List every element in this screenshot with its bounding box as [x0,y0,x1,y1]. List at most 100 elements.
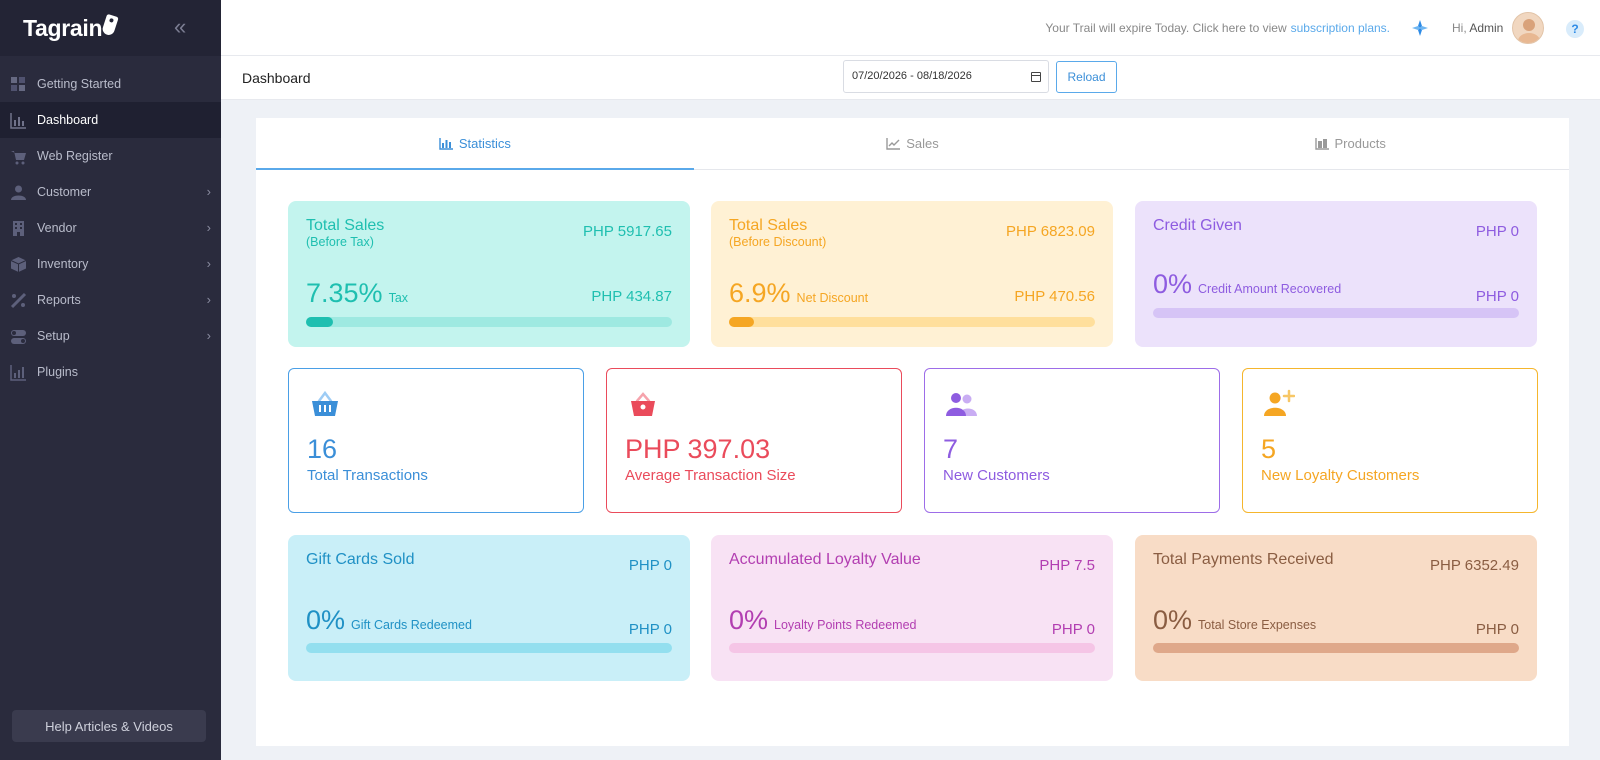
card-title: Total Payments Received [1153,551,1334,568]
sidebar-nav: Getting Started Dashboard Web Register C… [0,56,221,390]
sidebar-item-plugins[interactable]: Plugins [0,354,221,390]
greeting-text: Hi, [1452,21,1467,35]
sidebar-item-label: Inventory [37,257,89,271]
card-secondary-value: PHP 0 [1475,288,1519,305]
sidebar-item-dashboard[interactable]: Dashboard [0,102,221,138]
gift-cards-sold-card: Gift Cards Sold PHP 0 0% Gift Cards Redee… [288,535,690,681]
sidebar-item-setup[interactable]: Setup › [0,318,221,354]
percent-label: Loyalty Points Redeemed [774,618,917,632]
sidebar-item-customer[interactable]: Customer › [0,174,221,210]
tab-label: Statistics [458,136,511,151]
sidebar-item-label: Customer [37,185,92,199]
card-title: Accumulated Loyalty Value [729,551,921,568]
app-logo-text: Tagrain [23,14,103,41]
sidebar-item-getting-started[interactable]: Getting Started [0,66,221,102]
progress-bar [306,317,672,327]
top-bar: Your Trail will expire Today. Click here… [221,0,1600,56]
new-loyalty-customers-card: 5 New Loyalty Customers [1242,368,1538,513]
kpi-label: New Loyalty Customers [1261,467,1420,484]
cart-icon [10,148,27,165]
sidebar-item-inventory[interactable]: Inventory › [0,246,221,282]
percent-label: Credit Amount Recovered [1198,282,1342,296]
card-title: Total Sales [729,217,808,234]
tab-statistics[interactable]: Statistics [256,118,694,170]
tab-sales[interactable]: Sales [694,118,1132,169]
collapse-sidebar-icon[interactable]: « [174,14,187,39]
sidebar-item-vendor[interactable]: Vendor › [0,210,221,246]
help-question-icon[interactable]: ? [1566,20,1584,38]
tab-label: Products [1334,136,1386,151]
card-percent: 7.35% Tax [306,278,408,309]
bar-chart-icon [439,137,453,150]
card-title: Total Sales [306,217,385,234]
tab-label: Sales [906,136,939,151]
card-value: PHP 7.5 [1039,557,1095,574]
card-secondary-value: PHP 0 [628,621,672,638]
progress-bar [729,317,1095,327]
card-title: Gift Cards Sold [306,551,415,568]
ruler-pencil-icon [10,292,27,309]
card-value: PHP 5917.65 [583,223,672,240]
line-chart-icon [886,137,901,150]
card-subtitle: (Before Tax) [306,235,374,249]
total-sales-before-discount-card: Total Sales (Before Discount) PHP 6823.0… [711,201,1113,347]
kpi-label: Average Transaction Size [625,467,796,484]
percent-label: Net Discount [796,291,869,305]
sidebar-item-web-register[interactable]: Web Register [0,138,221,174]
chevron-right-icon: › [206,256,211,271]
kpi-label: Total Transactions [307,467,428,484]
percent-label: Total Store Expenses [1198,618,1317,632]
card-value: PHP 6352.49 [1430,557,1519,574]
card-subtitle: (Before Discount) [729,235,827,249]
user-plus-icon [1263,389,1296,421]
percent-value: 0% [306,605,346,635]
progress-bar [306,643,672,653]
date-range-value: 07/20/2026 - 08/18/2026 [852,70,972,82]
page-header: Dashboard 07/20/2026 - 08/18/2026 Reload [221,56,1600,100]
credit-given-card: Credit Given PHP 0 0% Credit Amount Recov… [1135,201,1537,347]
accumulated-loyalty-value-card: Accumulated Loyalty Value PHP 7.5 0% Loya… [711,535,1113,681]
trial-notice: Your Trail will expire Today. Click here… [1045,21,1390,35]
sidebar-item-label: Web Register [37,149,113,163]
card-secondary-value: PHP 434.87 [591,288,672,305]
logo-bar: Tagrain « [0,0,221,56]
card-percent: 0% Gift Cards Redeemed [306,605,472,636]
user-icon [10,184,27,201]
trial-text: Your Trail will expire Today. Click here… [1045,21,1287,35]
kpi-value: PHP 397.03 [625,434,771,464]
user-name: Admin [1469,21,1504,35]
progress-bar [1153,308,1519,318]
subscription-plans-link[interactable]: subscription plans. [1290,21,1390,35]
app-logo[interactable]: Tagrain [23,13,119,42]
total-transactions-card: 16 Total Transactions [288,368,584,513]
card-secondary-value: PHP 0 [1475,621,1519,638]
percent-value: 0% [1153,269,1193,299]
percent-value: 6.9% [729,278,791,308]
percent-value: 0% [1153,605,1193,635]
kpi-value: 16 [307,434,338,464]
products-icon [1314,137,1329,150]
box-icon [10,256,27,273]
progress-bar [1153,643,1519,653]
avatar[interactable] [1512,12,1544,44]
building-icon [10,220,27,237]
users-icon [945,389,977,421]
reload-button[interactable]: Reload [1056,61,1117,93]
card-secondary-value: PHP 470.56 [1014,288,1095,305]
tab-products[interactable]: Products [1131,118,1569,169]
progress-fill [729,317,755,327]
card-percent: 0% Credit Amount Recovered [1153,269,1341,300]
card-secondary-value: PHP 0 [1051,621,1095,638]
date-range-input[interactable]: 07/20/2026 - 08/18/2026 [843,60,1049,93]
card-percent: 0% Loyalty Points Redeemed [729,605,916,636]
card-value: PHP 6823.09 [1006,223,1095,240]
help-articles-button[interactable]: Help Articles & Videos [12,710,206,742]
card-value: PHP 0 [628,557,672,574]
greeting: Hi, Admin [1452,21,1503,35]
sidebar-item-reports[interactable]: Reports › [0,282,221,318]
calendar-icon[interactable] [1031,72,1041,82]
chart-icon [10,364,27,381]
sidebar-item-label: Setup [37,329,70,343]
sparkle-icon[interactable] [1411,19,1429,37]
percent-value: 7.35% [306,278,383,308]
